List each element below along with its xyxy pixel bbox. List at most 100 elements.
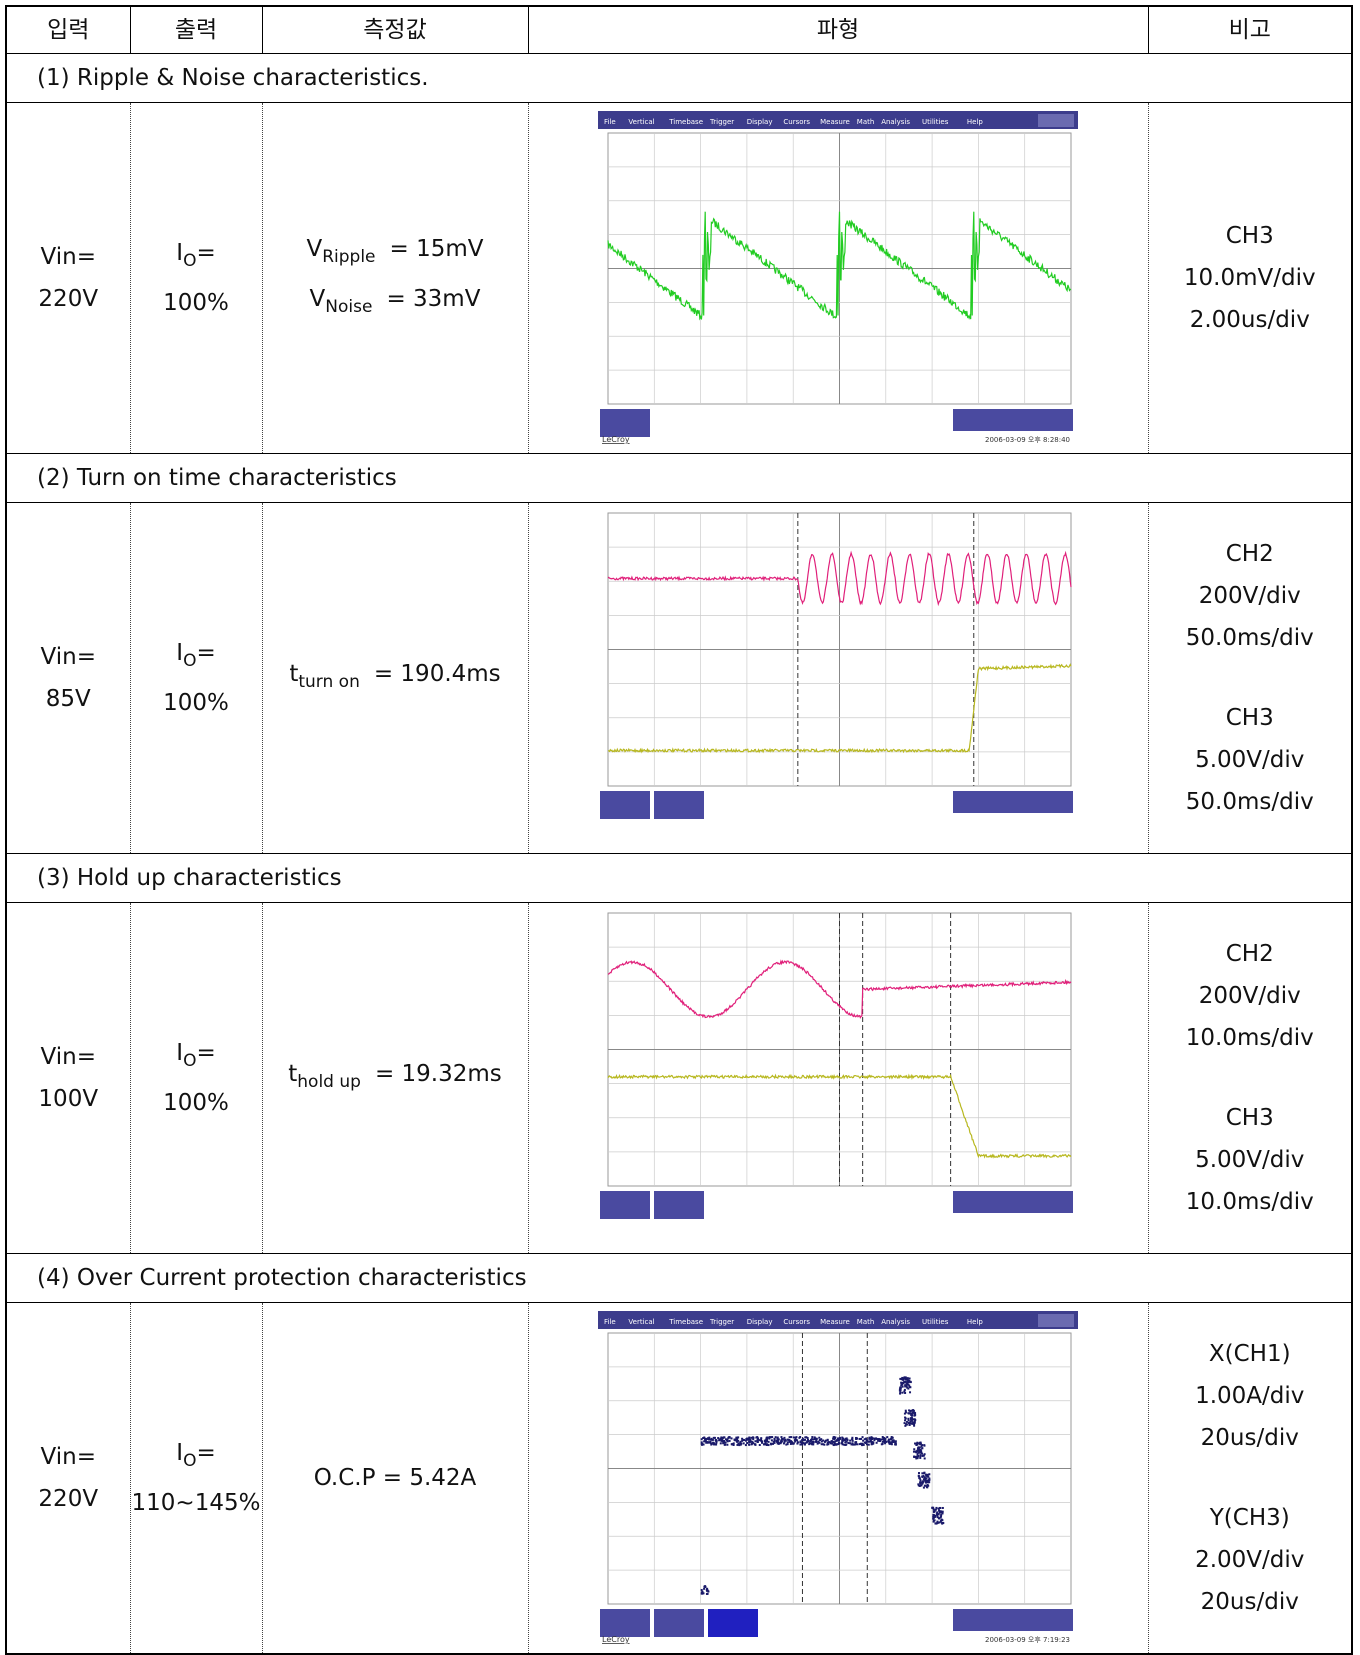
section-row: (2) Turn on time characteristics <box>6 454 1352 503</box>
xy-dot <box>781 1440 783 1442</box>
xy-dot <box>712 1442 714 1444</box>
menu-item: Math <box>857 1318 875 1326</box>
output-line: IO= <box>131 1432 262 1482</box>
xy-dot <box>909 1381 911 1383</box>
remark-line: 1.00A/div <box>1149 1375 1352 1417</box>
xy-dot <box>934 1516 936 1518</box>
xy-dot <box>849 1440 851 1442</box>
xy-dot <box>846 1439 848 1441</box>
xy-dot <box>807 1439 809 1441</box>
xy-dot <box>917 1452 919 1454</box>
xy-dot <box>909 1424 911 1426</box>
xy-dot <box>749 1439 751 1441</box>
xy-dot <box>875 1438 877 1440</box>
xy-dot <box>712 1439 714 1441</box>
xy-dot <box>913 1451 915 1453</box>
menu-item: Vertical <box>628 1318 654 1326</box>
xy-dot <box>827 1439 829 1441</box>
xy-dot <box>884 1439 886 1441</box>
xy-dot <box>906 1384 908 1386</box>
xy-dot <box>901 1377 903 1379</box>
data-row: Vin=100VIO=100%thold up= 19.32msCH2200V/… <box>6 903 1352 1254</box>
section-row: (3) Hold up characteristics <box>6 854 1352 903</box>
status-box <box>953 409 1073 431</box>
xy-dot <box>743 1442 745 1444</box>
xy-dot <box>899 1388 901 1390</box>
measurement-line: VRipple= 15mV <box>263 228 528 278</box>
xy-dot <box>751 1443 753 1445</box>
header-cell: 파형 <box>528 6 1148 54</box>
xy-dot <box>818 1437 820 1439</box>
measurement-line: O.C.P = 5.42A <box>263 1457 528 1499</box>
xy-dot <box>759 1444 761 1446</box>
xy-dot <box>911 1415 913 1417</box>
xy-dot <box>793 1436 795 1438</box>
xy-dot <box>845 1438 847 1440</box>
xy-dot <box>925 1477 927 1479</box>
xy-dot <box>865 1441 867 1443</box>
menu-item: Help <box>967 1318 984 1326</box>
xy-dot <box>916 1442 918 1444</box>
xy-dot <box>746 1442 748 1444</box>
data-row: Vin=220VIO=110~145%O.C.P = 5.42AFileVert… <box>6 1303 1352 1655</box>
xy-dot <box>924 1485 926 1487</box>
xy-dot <box>703 1588 705 1590</box>
xy-dot <box>729 1440 731 1442</box>
brand: LeCroy <box>602 435 630 444</box>
xy-dot <box>927 1485 929 1487</box>
xy-dot <box>843 1444 845 1446</box>
xy-dot <box>913 1456 915 1458</box>
xy-dot <box>829 1441 831 1443</box>
xy-dot <box>902 1392 904 1394</box>
xy-dot <box>918 1475 920 1477</box>
xy-dot <box>861 1444 863 1446</box>
xy-dot <box>790 1436 792 1438</box>
oscilloscope-screen: FileVerticalTimebaseTriggerDisplayCursor… <box>598 1311 1078 1645</box>
section-title: (2) Turn on time characteristics <box>6 454 1352 503</box>
xy-dot <box>938 1513 940 1515</box>
xy-dot <box>881 1438 883 1440</box>
measurement-line: thold up= 19.32ms <box>263 1053 528 1103</box>
output-subscript: O <box>183 251 196 271</box>
xy-dot <box>791 1441 793 1443</box>
xy-dot <box>771 1439 773 1441</box>
output-cell: IO=100% <box>130 903 262 1254</box>
remark-line: 5.00V/div <box>1149 1139 1352 1181</box>
output-eq: = <box>196 640 215 666</box>
xy-dot <box>940 1516 942 1518</box>
output-eq: = <box>196 240 215 266</box>
xy-dot <box>871 1437 873 1439</box>
remark-line: 2.00V/div <box>1149 1539 1352 1581</box>
xy-dot <box>915 1457 917 1459</box>
xy-dot <box>859 1438 861 1440</box>
spec-table: 입력 출력 측정값 파형 비고 (1) Ripple & Noise chara… <box>5 5 1353 1655</box>
menu-item: Timebase <box>668 118 703 126</box>
xy-dot <box>827 1442 829 1444</box>
xy-dot <box>913 1448 915 1450</box>
xy-dot <box>913 1410 915 1412</box>
xy-dot <box>933 1514 935 1516</box>
xy-dot <box>734 1439 736 1441</box>
xy-dot <box>784 1439 786 1441</box>
menu-item: Math <box>857 118 875 126</box>
xy-dot <box>706 1588 708 1590</box>
xy-dot <box>707 1441 709 1443</box>
xy-dot <box>768 1438 770 1440</box>
xy-dot <box>914 1418 916 1420</box>
xy-dot <box>909 1386 911 1388</box>
menu-item: Vertical <box>628 118 654 126</box>
xy-dot <box>935 1507 937 1509</box>
xy-dot <box>886 1436 888 1438</box>
xy-dot <box>888 1439 890 1441</box>
remark-line: X(CH1) <box>1149 1333 1352 1375</box>
xy-dot <box>754 1440 756 1442</box>
xy-dot <box>727 1437 729 1439</box>
xy-dot <box>715 1443 717 1445</box>
xy-dot <box>811 1436 813 1438</box>
xy-dot <box>904 1425 906 1427</box>
xy-dot <box>932 1518 934 1520</box>
xy-dot <box>763 1443 765 1445</box>
measurement-value: = 190.4ms <box>374 661 501 687</box>
status-box <box>600 791 650 819</box>
